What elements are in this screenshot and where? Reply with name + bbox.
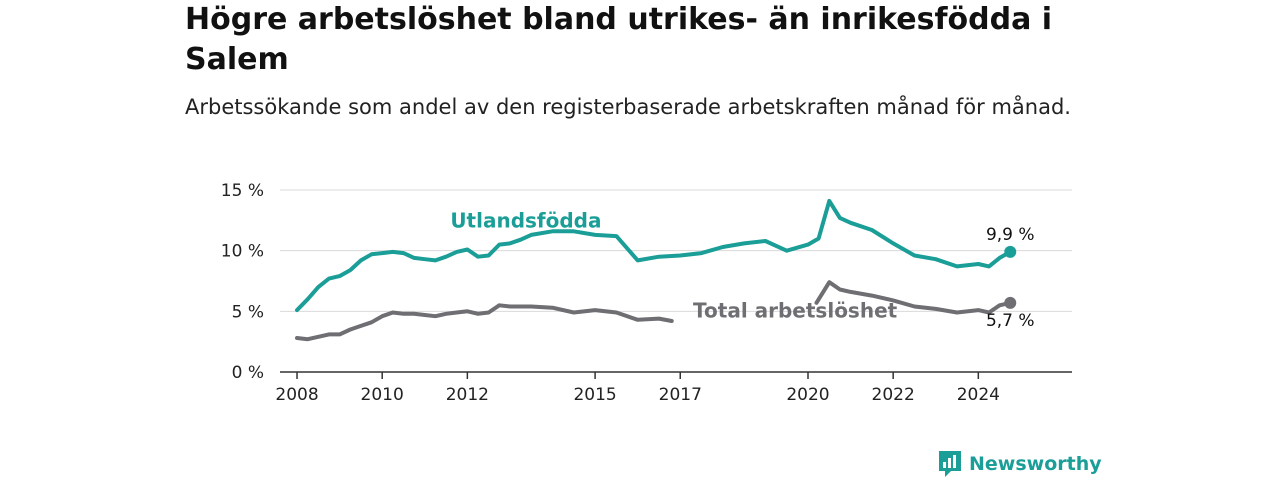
end-label-utlandsfodda: 9,9 %	[986, 225, 1035, 245]
y-tick-label: 0 %	[232, 363, 264, 383]
series-layer	[295, 198, 1017, 342]
series-label-total: Total arbetslöshet	[693, 298, 898, 322]
end-point-utlandsfodda	[1004, 245, 1017, 258]
x-tick-label: 2017	[659, 385, 702, 405]
brand-logo: Newsworthy	[937, 448, 1102, 480]
x-tick-label: 2010	[361, 385, 404, 405]
x-tick-label: 2012	[446, 385, 489, 405]
y-tick-label: 10 %	[221, 242, 264, 262]
annotation-layer: 9,9 % 5,7 % Utlandsfödda Total arbetslöshet	[450, 209, 1034, 331]
chart-title: Högre arbetslöshet bland utrikes- än inr…	[185, 2, 1053, 77]
x-axis: 2008 2010 2012 2015 2017 2020 2022 2024	[275, 371, 1072, 405]
y-axis: 0 % 5 % 10 % 15 %	[221, 181, 264, 383]
chart-subtitle: Arbetssökande som andel av den registerb…	[185, 95, 1071, 119]
newsworthy-icon	[939, 451, 961, 477]
series-line-total	[814, 280, 1013, 315]
x-tick-label: 2020	[786, 385, 829, 405]
brand-name: Newsworthy	[969, 453, 1102, 475]
end-point-total	[1004, 296, 1017, 309]
x-tick-label: 2022	[872, 385, 915, 405]
x-tick-label: 2015	[573, 385, 616, 405]
x-tick-label: 2008	[275, 385, 318, 405]
series-line-total	[295, 303, 674, 342]
series-label-utlandsfodda: Utlandsfödda	[450, 209, 601, 233]
x-tick-label: 2024	[957, 385, 1000, 405]
y-tick-label: 5 %	[232, 302, 264, 322]
y-tick-label: 15 %	[221, 181, 264, 201]
end-label-total: 5,7 %	[986, 311, 1035, 331]
series-line-utlandsfodda	[295, 198, 1013, 313]
